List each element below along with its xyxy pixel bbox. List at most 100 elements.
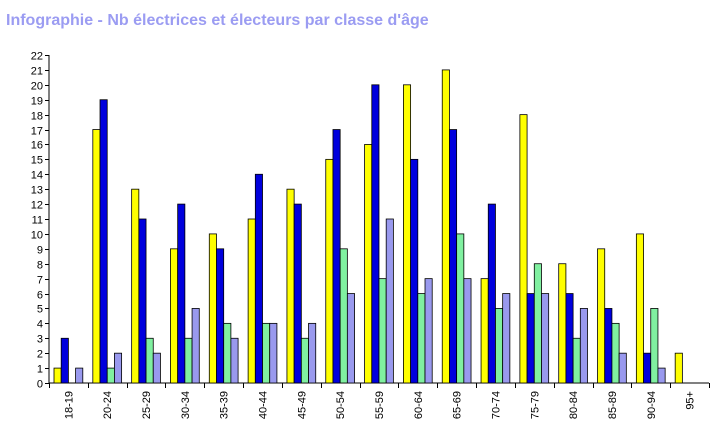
bar	[332, 129, 341, 384]
bar	[177, 203, 186, 384]
bar	[99, 99, 108, 384]
x-tick-label: 40-44	[258, 391, 270, 419]
bar	[487, 203, 496, 384]
bar	[519, 114, 528, 384]
y-tick-label: 8	[37, 260, 43, 272]
bar	[541, 293, 550, 384]
bar	[650, 308, 659, 384]
bar	[597, 248, 606, 384]
bar	[247, 218, 256, 384]
x-tick-label: 75-79	[529, 391, 541, 419]
bar	[152, 352, 161, 384]
bar	[403, 84, 412, 384]
bar	[378, 278, 387, 384]
bar	[293, 203, 302, 384]
bar	[674, 352, 683, 384]
bar	[635, 233, 644, 384]
y-tick-label: 1	[37, 364, 43, 376]
bar	[657, 367, 666, 384]
y-tick-label: 9	[37, 245, 43, 257]
x-tick-label: 20-24	[102, 391, 114, 419]
bar	[254, 173, 263, 384]
bar	[114, 352, 123, 384]
y-tick-label: 0	[37, 379, 43, 391]
bar	[300, 337, 309, 384]
bar	[417, 293, 426, 384]
bar	[456, 233, 465, 384]
bar	[286, 188, 295, 384]
chart-axes: 01234567891011121314151617181920212218-1…	[31, 51, 710, 419]
bar	[346, 293, 355, 384]
x-tick-label: 85-89	[607, 391, 619, 419]
bar	[53, 367, 62, 384]
bar	[230, 337, 239, 384]
bar	[572, 337, 581, 384]
x-tick-label: 60-64	[413, 391, 425, 419]
bar	[618, 352, 627, 384]
bar	[558, 263, 567, 384]
x-tick-label: 55-59	[374, 391, 386, 419]
bar	[339, 248, 348, 384]
y-tick-label: 17	[31, 126, 43, 138]
bar	[533, 263, 542, 384]
y-tick-label: 14	[31, 170, 43, 182]
bar	[269, 322, 278, 384]
y-tick-label: 18	[31, 111, 43, 123]
bar	[145, 337, 154, 384]
bar	[441, 69, 450, 384]
bar	[449, 129, 458, 384]
y-tick-label: 5	[37, 304, 43, 316]
x-tick-label: 18-19	[63, 391, 75, 419]
bar	[480, 278, 489, 384]
y-tick-label: 21	[31, 66, 43, 78]
bar	[565, 293, 574, 384]
bar	[385, 218, 394, 384]
bar	[611, 322, 620, 384]
bar	[191, 308, 200, 384]
bar	[604, 308, 613, 384]
y-tick-label: 13	[31, 185, 43, 197]
bar	[170, 248, 179, 384]
bar	[216, 248, 225, 384]
bar	[424, 278, 433, 384]
bar	[463, 278, 472, 384]
x-tick-label: 45-49	[296, 391, 308, 419]
y-tick-label: 4	[37, 319, 43, 331]
bar	[579, 308, 588, 384]
x-tick-label: 90-94	[646, 391, 658, 419]
bar	[262, 322, 271, 384]
bar	[526, 293, 535, 384]
x-tick-label: 95+	[685, 391, 697, 410]
bar	[223, 322, 232, 384]
x-tick-label: 30-34	[180, 391, 192, 419]
y-tick-label: 7	[37, 275, 43, 287]
bar	[75, 367, 84, 384]
bar	[643, 352, 652, 384]
x-tick-label: 35-39	[219, 391, 231, 419]
bar	[131, 188, 140, 384]
bar	[502, 293, 511, 384]
bar	[308, 322, 317, 384]
x-tick-label: 70-74	[490, 391, 502, 419]
bar	[184, 337, 193, 384]
bar	[325, 158, 334, 384]
y-tick-label: 20	[31, 81, 43, 93]
y-tick-label: 22	[31, 51, 43, 63]
x-tick-label: 65-69	[452, 391, 464, 419]
y-tick-label: 15	[31, 155, 43, 167]
bar	[92, 129, 101, 384]
y-tick-label: 16	[31, 140, 43, 152]
x-tick-label: 80-84	[568, 391, 580, 419]
bar	[138, 218, 147, 384]
x-tick-label: 50-54	[335, 391, 347, 419]
y-tick-label: 11	[32, 215, 43, 227]
chart-title: Infographie - Nb électrices et électeurs…	[6, 12, 429, 29]
y-tick-label: 12	[31, 200, 43, 212]
y-tick-label: 10	[31, 230, 43, 242]
x-tick-label: 25-29	[141, 391, 153, 419]
y-tick-label: 3	[37, 334, 43, 346]
bar	[364, 144, 373, 384]
bar	[371, 84, 380, 384]
